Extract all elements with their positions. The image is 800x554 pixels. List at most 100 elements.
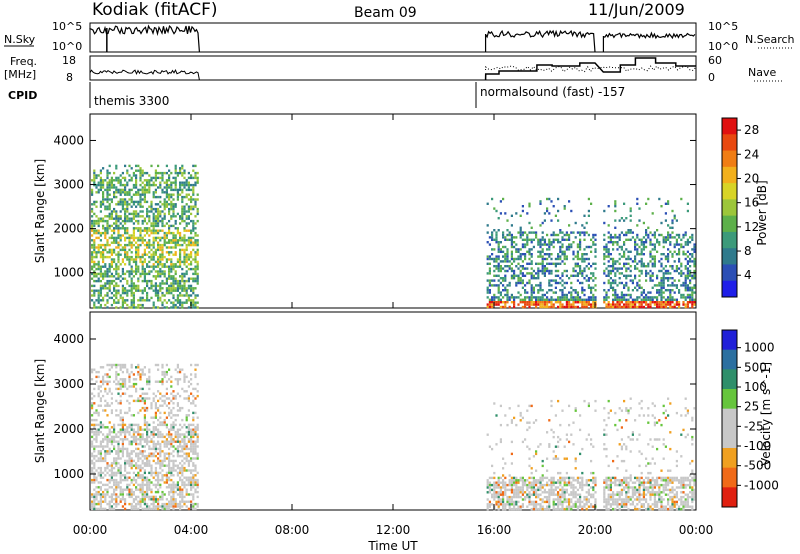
data-cell bbox=[117, 486, 120, 489]
data-cell bbox=[157, 380, 160, 383]
data-cell bbox=[97, 279, 100, 283]
data-cell bbox=[104, 284, 107, 288]
data-cell bbox=[174, 176, 177, 180]
data-cell bbox=[130, 282, 133, 285]
data-cell bbox=[159, 299, 162, 302]
data-cell bbox=[693, 286, 696, 289]
data-cell bbox=[187, 294, 190, 297]
data-cell bbox=[135, 498, 138, 501]
data-cell bbox=[678, 257, 681, 261]
data-cell bbox=[168, 502, 171, 506]
data-cell bbox=[157, 229, 160, 232]
data-cell bbox=[183, 445, 186, 448]
data-cell bbox=[502, 279, 505, 282]
data-cell bbox=[146, 183, 149, 187]
data-cell bbox=[176, 471, 179, 475]
data-cell bbox=[148, 229, 151, 232]
data-cell bbox=[91, 260, 94, 264]
data-cell bbox=[176, 284, 179, 288]
data-cell bbox=[106, 176, 109, 180]
data-cell bbox=[651, 262, 654, 265]
data-cell bbox=[176, 306, 179, 309]
data-cell bbox=[163, 200, 166, 204]
data-cell bbox=[568, 200, 571, 203]
data-cell bbox=[680, 272, 683, 275]
data-cell bbox=[163, 442, 166, 446]
data-cell bbox=[161, 440, 164, 443]
data-cell bbox=[528, 481, 531, 484]
data-cell bbox=[678, 233, 681, 237]
data-cell bbox=[154, 253, 157, 256]
data-cell bbox=[161, 301, 164, 304]
data-cell bbox=[113, 210, 116, 213]
data-cell bbox=[124, 188, 127, 192]
data-cell bbox=[139, 505, 142, 508]
data-cell bbox=[137, 454, 140, 458]
data-cell bbox=[660, 269, 663, 273]
data-cell bbox=[159, 275, 162, 278]
data-cell bbox=[557, 281, 560, 285]
data-cell bbox=[517, 495, 520, 499]
data-cell bbox=[124, 469, 127, 472]
data-cell bbox=[165, 186, 168, 189]
data-cell bbox=[93, 272, 96, 276]
data-cell bbox=[168, 464, 171, 467]
data-cell bbox=[97, 450, 100, 453]
data-cell bbox=[574, 289, 577, 292]
data-cell bbox=[165, 363, 168, 367]
data-cell bbox=[170, 438, 173, 441]
data-cell bbox=[583, 301, 586, 304]
data-cell bbox=[528, 250, 531, 253]
data-cell bbox=[660, 265, 663, 268]
data-cell bbox=[620, 291, 623, 294]
data-cell bbox=[524, 267, 527, 270]
data-cell bbox=[183, 380, 186, 383]
data-cell bbox=[524, 498, 527, 501]
data-cell bbox=[557, 505, 560, 508]
data-cell bbox=[686, 267, 689, 270]
data-cell bbox=[508, 284, 511, 287]
data-cell bbox=[143, 239, 146, 242]
data-cell bbox=[108, 251, 111, 254]
data-cell bbox=[119, 227, 122, 230]
data-cell bbox=[115, 282, 118, 285]
data-cell bbox=[174, 234, 177, 237]
data-cell bbox=[183, 207, 186, 211]
data-cell bbox=[135, 272, 138, 276]
data-cell bbox=[565, 233, 568, 237]
data-cell bbox=[181, 272, 184, 276]
data-cell bbox=[159, 289, 162, 292]
data-cell bbox=[493, 274, 496, 277]
data-cell bbox=[170, 452, 173, 455]
data-cell bbox=[119, 382, 122, 386]
data-cell bbox=[106, 438, 109, 441]
data-cell bbox=[183, 253, 186, 256]
data-cell bbox=[161, 490, 164, 494]
data-cell bbox=[148, 215, 151, 218]
data-cell bbox=[548, 301, 551, 304]
data-cell bbox=[535, 488, 538, 492]
data-cell bbox=[115, 435, 118, 439]
data-cell bbox=[537, 488, 540, 492]
data-cell bbox=[106, 466, 109, 470]
data-cell bbox=[190, 195, 193, 199]
data-cell bbox=[97, 222, 100, 225]
data-cell bbox=[168, 219, 171, 223]
data-cell bbox=[187, 236, 190, 240]
data-cell bbox=[590, 265, 593, 268]
data-cell bbox=[541, 260, 544, 263]
data-cell bbox=[521, 231, 524, 234]
data-cell bbox=[521, 274, 524, 277]
data-cell bbox=[157, 471, 160, 475]
data-cell bbox=[183, 378, 186, 381]
data-cell bbox=[640, 257, 643, 261]
data-cell bbox=[546, 267, 549, 270]
data-cell bbox=[638, 279, 641, 282]
data-cell bbox=[185, 215, 188, 218]
data-cell bbox=[192, 442, 195, 446]
data-cell bbox=[135, 466, 138, 470]
data-cell bbox=[537, 301, 540, 304]
data-cell bbox=[168, 500, 171, 503]
data-cell bbox=[557, 503, 560, 506]
data-cell bbox=[647, 272, 650, 275]
